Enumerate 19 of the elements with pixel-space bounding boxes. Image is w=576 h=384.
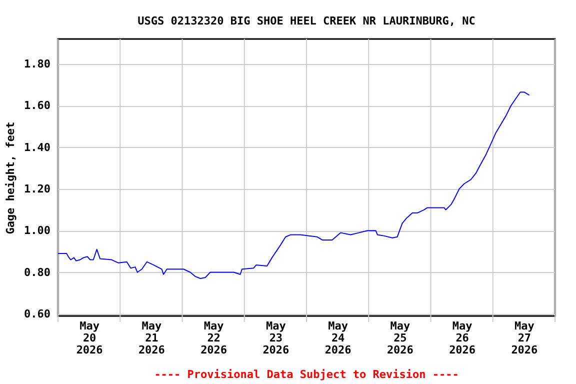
x-tick-label: May 21 2026 xyxy=(138,320,166,356)
y-tick-label: 1.60 xyxy=(24,99,50,112)
y-axis-title: Gage height, feet xyxy=(4,122,18,234)
y-tick-label: 1.80 xyxy=(24,57,50,70)
line-series xyxy=(58,92,530,280)
x-tick-label: May 27 2026 xyxy=(511,320,538,356)
x-tick-label: May 25 2026 xyxy=(386,320,414,356)
y-tick-label: 1.40 xyxy=(24,140,50,154)
chart-title: USGS 02132320 BIG SHOE HEEL CREEK NR LAURINBURG, NC xyxy=(138,14,476,28)
x-tick-label: May 20 2026 xyxy=(76,320,104,356)
y-tick-label: 1.00 xyxy=(24,224,50,238)
x-tick-label: May 23 2026 xyxy=(262,320,290,356)
y-tick-label: 0.60 xyxy=(24,307,50,320)
y-tick-label: 0.80 xyxy=(24,266,50,279)
x-tick-label: May 24 2026 xyxy=(324,320,352,356)
y-tick-label: 1.20 xyxy=(24,182,50,196)
x-tick-label: May 22 2026 xyxy=(200,320,228,356)
text: ---- Provisional Data Subject to Revision ---- xyxy=(154,368,459,381)
x-tick-label: May 26 2026 xyxy=(449,320,476,356)
